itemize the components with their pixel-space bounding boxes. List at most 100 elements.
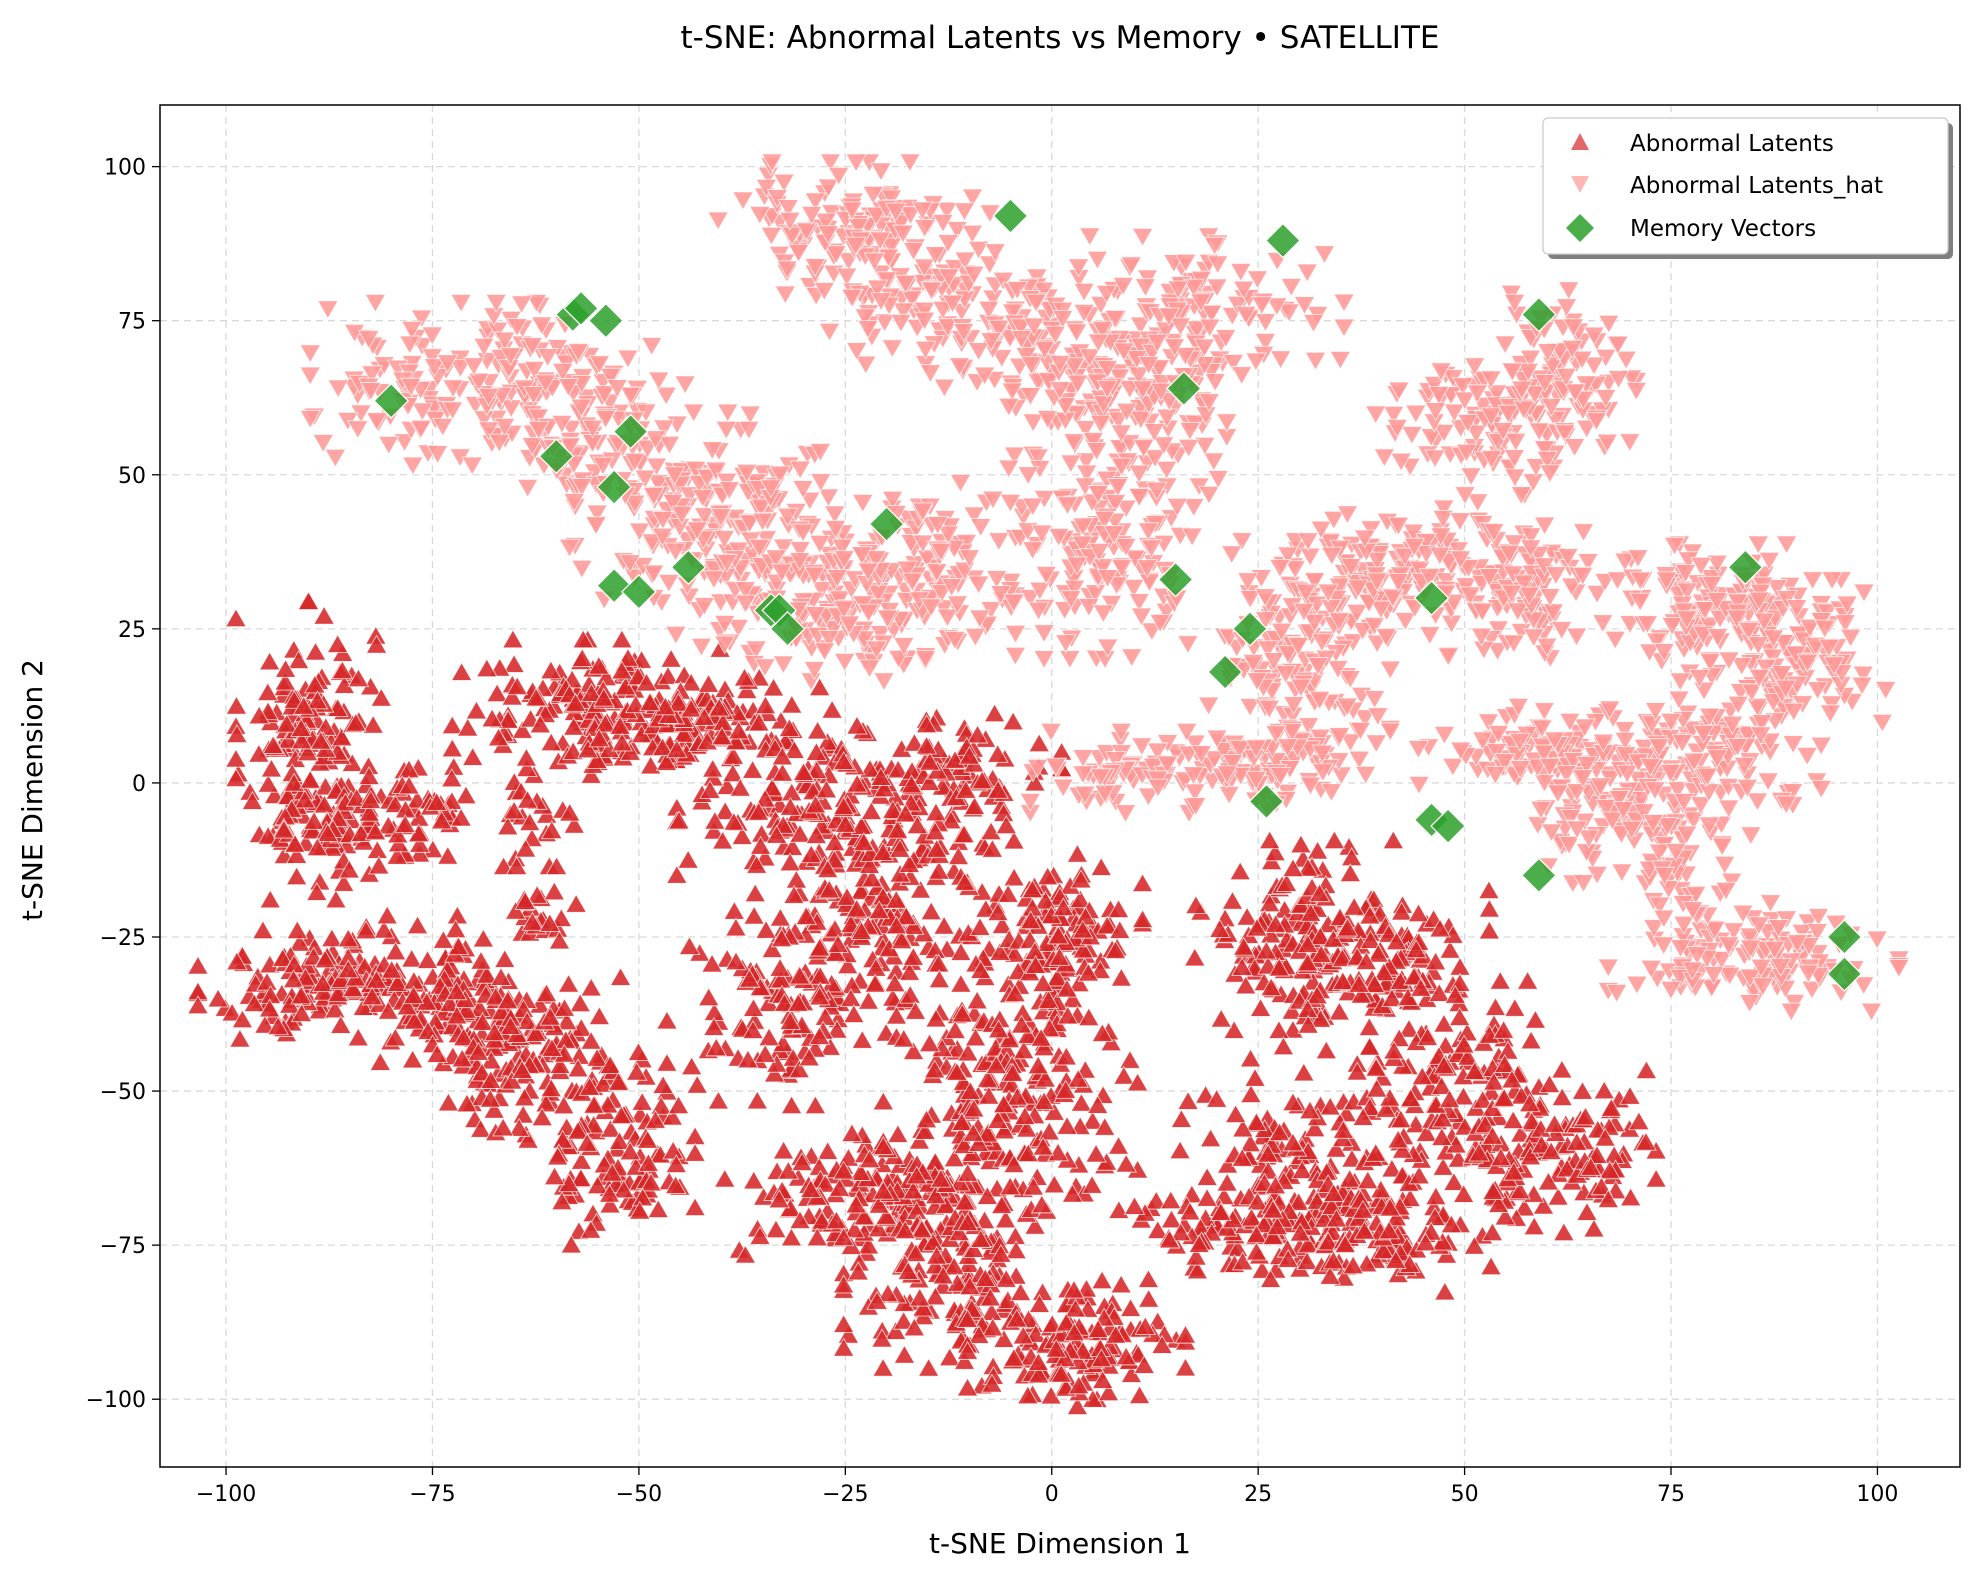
abnormal-latents-point [981, 838, 1004, 858]
abnormal-latents-point [367, 855, 390, 875]
abnormal-latents-point [678, 936, 701, 955]
abnormal-latents-point [567, 1120, 589, 1140]
abnormal-latents-point [742, 1020, 764, 1039]
abnormal-latents-point [284, 833, 306, 853]
abnormal-latents-point [639, 755, 662, 775]
abnormal-latents-point [711, 830, 734, 850]
abnormal-latents-point [503, 800, 526, 820]
abnormal-latents-point [925, 838, 948, 858]
abnormal-latents-point [408, 843, 431, 863]
abnormal-latents-point [614, 676, 637, 696]
abnormal-latents-point [827, 934, 849, 953]
abnormal-latents-point [680, 698, 703, 718]
abnormal-latents-point [403, 1010, 426, 1030]
abnormal-latents-point [456, 1093, 478, 1113]
abnormal-latents-point [455, 785, 477, 805]
abnormal-latents-point [708, 697, 731, 717]
abnormal-latents-point [475, 658, 498, 678]
abnormal-latents-point [461, 746, 484, 766]
abnormal-latents-point [885, 915, 908, 935]
abnormal-latents-point [747, 801, 770, 821]
abnormal-latents-point [283, 772, 305, 792]
abnormal-latents-point [769, 907, 792, 927]
abnormal-latents-point [773, 992, 796, 1012]
abnormal-latents-point [792, 761, 815, 781]
abnormal-latents-point [305, 881, 328, 901]
abnormal-latents-point [275, 713, 298, 733]
abnormal-latents-point [680, 672, 702, 692]
abnormal-latents-point [337, 928, 360, 948]
abnormal-latents-point [361, 986, 384, 1006]
abnormal-latents-point [636, 1129, 659, 1149]
abnormal-latents-point [567, 1058, 589, 1078]
abnormal-latents-point [836, 955, 859, 975]
abnormal-latents-point [668, 810, 690, 830]
abnormal-latents-point [541, 1038, 563, 1058]
abnormal-latents-point [313, 605, 335, 625]
abnormal-latents-point [358, 802, 381, 822]
abnormal-latents-point [898, 853, 921, 873]
abnormal-latents-point [765, 824, 788, 844]
abnormal-latents-point [496, 816, 519, 836]
abnormal-latents-point [580, 764, 603, 784]
abnormal-latents-point [376, 905, 399, 925]
abnormal-latents-point [277, 729, 300, 749]
abnormal-latents-point [258, 651, 281, 671]
abnormal-latents-point [650, 1095, 673, 1115]
abnormal-latents-point [711, 726, 733, 746]
abnormal-latents-point [546, 1146, 569, 1166]
abnormal-latents-point [503, 654, 525, 673]
abnormal-latents-point [846, 715, 868, 735]
abnormal-latents-point [586, 1175, 609, 1195]
abnormal-latents-point [664, 1175, 687, 1195]
abnormal-latents-point [805, 741, 828, 761]
abnormal-latents-point [436, 845, 459, 865]
abnormal-latents-point [806, 720, 829, 740]
abnormal-latents-point [502, 629, 524, 649]
abnormal-latents-point [511, 1060, 534, 1080]
abnormal-latents-point [789, 823, 811, 843]
abnormal-latents-point [625, 1061, 648, 1081]
abnormal-latents-point [779, 1011, 802, 1031]
abnormal-latents-point [586, 749, 608, 769]
abnormal-latents-point [481, 708, 504, 728]
abnormal-latents-point [297, 591, 320, 611]
abnormal-latents-point [287, 650, 310, 670]
abnormal-latents-point [396, 996, 419, 1016]
abnormal-latents-point [299, 769, 322, 789]
abnormal-latents-point [899, 984, 922, 1004]
abnormal-latents-point [365, 969, 388, 989]
abnormal-latents-point [570, 1167, 592, 1187]
abnormal-latents-point [818, 879, 841, 899]
data-points [187, 153, 1910, 1416]
abnormal-latents-point [599, 1194, 621, 1214]
abnormal-latents-point [548, 930, 571, 950]
abnormal-latents-point [667, 1095, 690, 1115]
abnormal-latents-point [256, 682, 279, 702]
abnormal-latents-point [655, 751, 678, 771]
abnormal-latents-point [342, 978, 364, 998]
abnormal-latents-point [742, 997, 765, 1017]
abnormal-latents-point [821, 699, 844, 719]
abnormal-latents-point [497, 709, 520, 729]
abnormal-latents-point [638, 692, 661, 712]
abnormal-latents-point [745, 854, 768, 874]
abnormal-latents-point [492, 1117, 515, 1137]
abnormal-latents-point [452, 1027, 475, 1047]
abnormal-latents-point [868, 900, 891, 920]
abnormal-latents-point [722, 811, 745, 831]
abnormal-latents-point [754, 695, 777, 715]
abnormal-latents-point [535, 1093, 557, 1113]
abnormal-latents-point [805, 825, 828, 844]
abnormal-latents-point [783, 884, 805, 904]
abnormal-latents-point [788, 965, 811, 985]
abnormal-latents-point [872, 841, 894, 861]
abnormal-latents-point [540, 1078, 563, 1098]
abnormal-latents-point [572, 629, 595, 649]
abnormal-latents-point [432, 929, 455, 949]
abnormal-latents-point [311, 973, 334, 993]
abnormal-latents-point [761, 939, 784, 958]
abnormal-latents-point [563, 814, 586, 834]
abnormal-latents-point [488, 657, 511, 677]
